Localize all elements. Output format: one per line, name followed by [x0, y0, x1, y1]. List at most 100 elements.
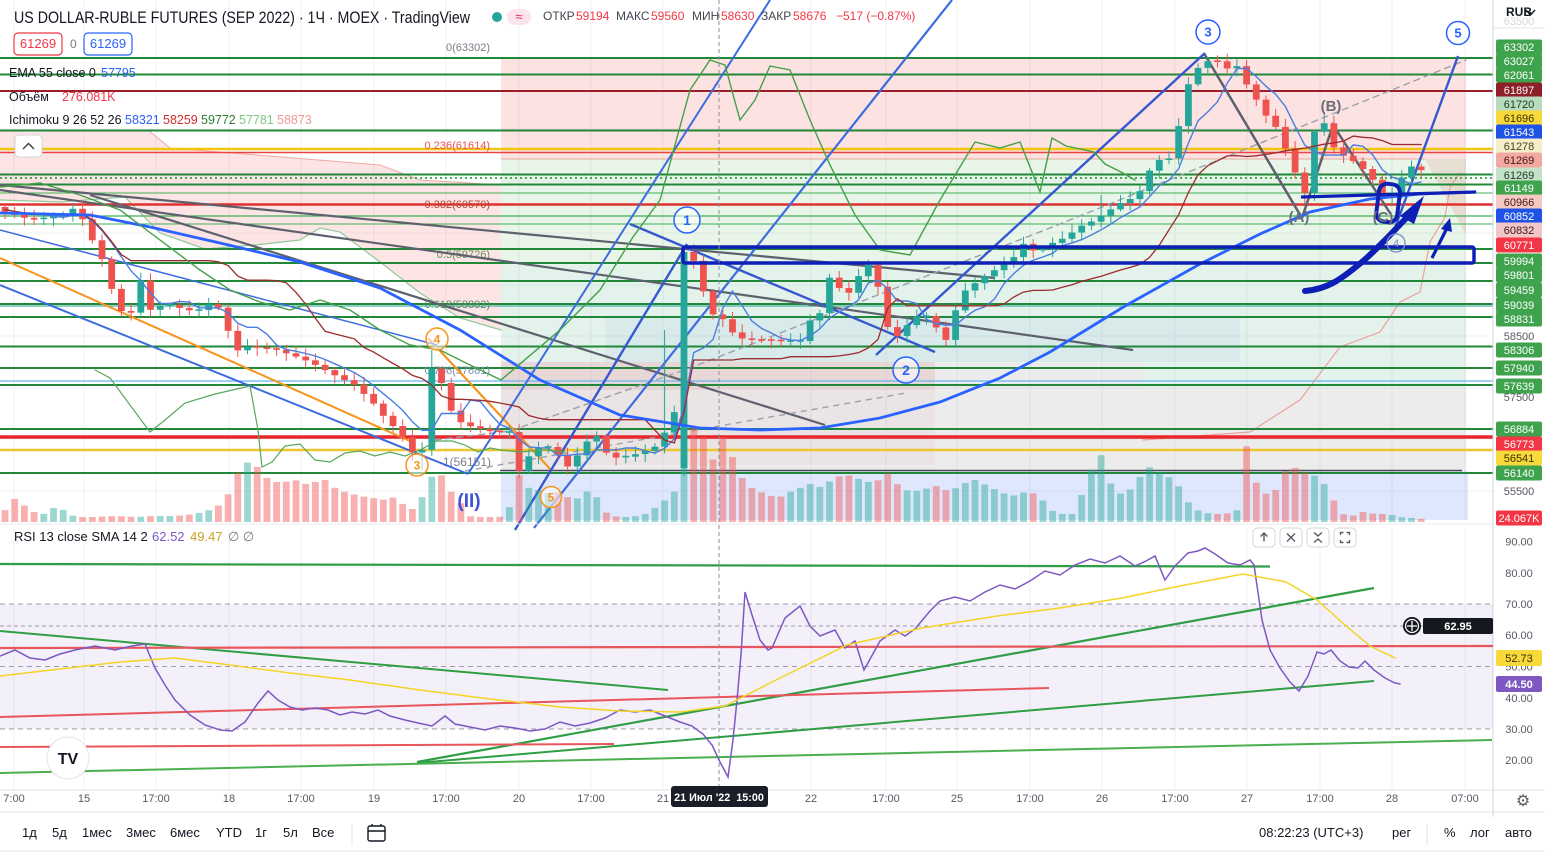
svg-text:70.00: 70.00 — [1505, 599, 1533, 611]
svg-text:17:00: 17:00 — [1161, 793, 1189, 805]
svg-text:59560: 59560 — [651, 9, 685, 23]
svg-text:RUB: RUB — [1506, 5, 1532, 19]
svg-text:2: 2 — [902, 362, 910, 378]
svg-text:(B): (B) — [1321, 98, 1342, 115]
svg-text:17:00: 17:00 — [287, 793, 315, 805]
svg-text:1г: 1г — [255, 825, 267, 840]
svg-text:0.382(60570): 0.382(60570) — [425, 199, 490, 211]
svg-text:4: 4 — [434, 332, 441, 346]
svg-text:17:00: 17:00 — [1016, 793, 1044, 805]
svg-text:0(63302): 0(63302) — [446, 42, 490, 54]
svg-text:30.00: 30.00 — [1505, 724, 1533, 736]
svg-text:28: 28 — [1386, 793, 1398, 805]
svg-text:20.00: 20.00 — [1505, 755, 1533, 767]
svg-text:58676: 58676 — [793, 9, 827, 23]
svg-text:−517 (−0.87%): −517 (−0.87%) — [836, 9, 915, 23]
svg-text:лог: лог — [1470, 825, 1490, 840]
svg-text:57795: 57795 — [101, 66, 136, 80]
svg-text:40.00: 40.00 — [1505, 693, 1533, 705]
svg-text:60852: 60852 — [1504, 211, 1535, 223]
svg-text:21 Июл '22 15:00: 21 Июл '22 15:00 — [674, 792, 764, 804]
svg-text:57940: 57940 — [1504, 363, 1535, 375]
svg-text:63302: 63302 — [1504, 42, 1535, 54]
svg-text:59801: 59801 — [1504, 270, 1535, 282]
svg-text:58259: 58259 — [163, 113, 198, 127]
svg-text:Ichimoku 9 26 52 26: Ichimoku 9 26 52 26 — [9, 113, 122, 127]
svg-text:57500: 57500 — [1504, 392, 1535, 404]
svg-text:60832: 60832 — [1504, 225, 1535, 237]
svg-text:58321: 58321 — [125, 113, 160, 127]
svg-text:60.00: 60.00 — [1505, 630, 1533, 642]
svg-text:4: 4 — [1393, 238, 1399, 250]
svg-text:3мес: 3мес — [126, 825, 156, 840]
svg-text:5: 5 — [548, 490, 555, 504]
svg-text:21: 21 — [657, 793, 669, 805]
svg-text:Все: Все — [312, 825, 334, 840]
svg-text:1д: 1д — [22, 825, 37, 840]
svg-text:59772: 59772 — [201, 113, 236, 127]
svg-text:рег: рег — [1392, 825, 1411, 840]
svg-text:⚙: ⚙ — [1516, 793, 1530, 810]
svg-text:7:00: 7:00 — [3, 793, 24, 805]
svg-text:57639: 57639 — [1504, 381, 1535, 393]
svg-text:ОТКР: ОТКР — [543, 9, 575, 23]
svg-text:25: 25 — [951, 793, 963, 805]
svg-text:17:00: 17:00 — [872, 793, 900, 805]
svg-text:20: 20 — [513, 793, 525, 805]
svg-text:1: 1 — [683, 212, 691, 228]
svg-text:5д: 5д — [52, 825, 67, 840]
svg-text:0: 0 — [70, 37, 77, 51]
svg-text:59039: 59039 — [1504, 300, 1535, 312]
svg-text:26: 26 — [1096, 793, 1108, 805]
svg-text:18: 18 — [223, 793, 235, 805]
svg-text:55500: 55500 — [1504, 486, 1535, 498]
svg-text:6мес: 6мес — [170, 825, 200, 840]
svg-text:5: 5 — [1454, 26, 1461, 41]
svg-text:1мес: 1мес — [82, 825, 112, 840]
svg-text:52.73: 52.73 — [1505, 653, 1533, 665]
svg-text:49.47: 49.47 — [190, 529, 223, 544]
svg-text:59459: 59459 — [1504, 285, 1535, 297]
svg-text:63027: 63027 — [1504, 56, 1535, 68]
svg-text:27: 27 — [1241, 793, 1253, 805]
svg-text:17:00: 17:00 — [142, 793, 170, 805]
svg-text:59994: 59994 — [1504, 256, 1535, 268]
svg-text:61278: 61278 — [1504, 141, 1535, 153]
svg-text:56773: 56773 — [1504, 439, 1535, 451]
svg-text:TV: TV — [58, 751, 79, 768]
svg-text:≈: ≈ — [515, 9, 522, 24]
svg-text:80.00: 80.00 — [1505, 568, 1533, 580]
svg-text:EMA 55 close 0: EMA 55 close 0 — [9, 66, 96, 80]
svg-text:60966: 60966 — [1504, 197, 1535, 209]
svg-text:62061: 62061 — [1504, 70, 1535, 82]
svg-text:62.95: 62.95 — [1444, 621, 1472, 633]
svg-text:61897: 61897 — [1504, 85, 1535, 97]
svg-text:RSI 13 close SMA 14 2: RSI 13 close SMA 14 2 — [14, 529, 148, 544]
svg-text:63500: 63500 — [1504, 16, 1535, 28]
svg-text:(C): (C) — [1373, 209, 1394, 226]
svg-text:276.081K: 276.081K — [62, 90, 116, 104]
svg-text:24.067K: 24.067K — [1499, 513, 1541, 525]
svg-text:3: 3 — [1204, 25, 1211, 40]
svg-text:58500: 58500 — [1504, 331, 1535, 343]
svg-text:61269: 61269 — [90, 36, 126, 51]
svg-text:61269: 61269 — [1504, 155, 1535, 167]
svg-text:МАКС: МАКС — [616, 9, 650, 23]
svg-text:МИН: МИН — [692, 9, 719, 23]
svg-text:17:00: 17:00 — [577, 793, 605, 805]
svg-text:YTD: YTD — [216, 825, 242, 840]
svg-text:US DOLLAR-RUBLE FUTURES (SEP 2: US DOLLAR-RUBLE FUTURES (SEP 2022) · 1Ч … — [14, 9, 470, 27]
svg-text:17:00: 17:00 — [432, 793, 460, 805]
svg-text:3: 3 — [414, 458, 421, 472]
svg-text:56541: 56541 — [1504, 453, 1535, 465]
svg-text:61543: 61543 — [1504, 127, 1535, 139]
svg-text:08:22:23 (UTC+3): 08:22:23 (UTC+3) — [1259, 825, 1363, 840]
svg-text:62.52: 62.52 — [152, 529, 185, 544]
svg-text:0.236(61614): 0.236(61614) — [425, 140, 490, 152]
svg-text:%: % — [1444, 825, 1456, 840]
svg-text:59194: 59194 — [576, 9, 610, 23]
svg-text:58831: 58831 — [1504, 314, 1535, 326]
svg-text:ЗАКР: ЗАКР — [761, 9, 791, 23]
svg-text:(A): (A) — [1289, 209, 1310, 226]
svg-text:0.618(58882): 0.618(58882) — [425, 299, 490, 311]
